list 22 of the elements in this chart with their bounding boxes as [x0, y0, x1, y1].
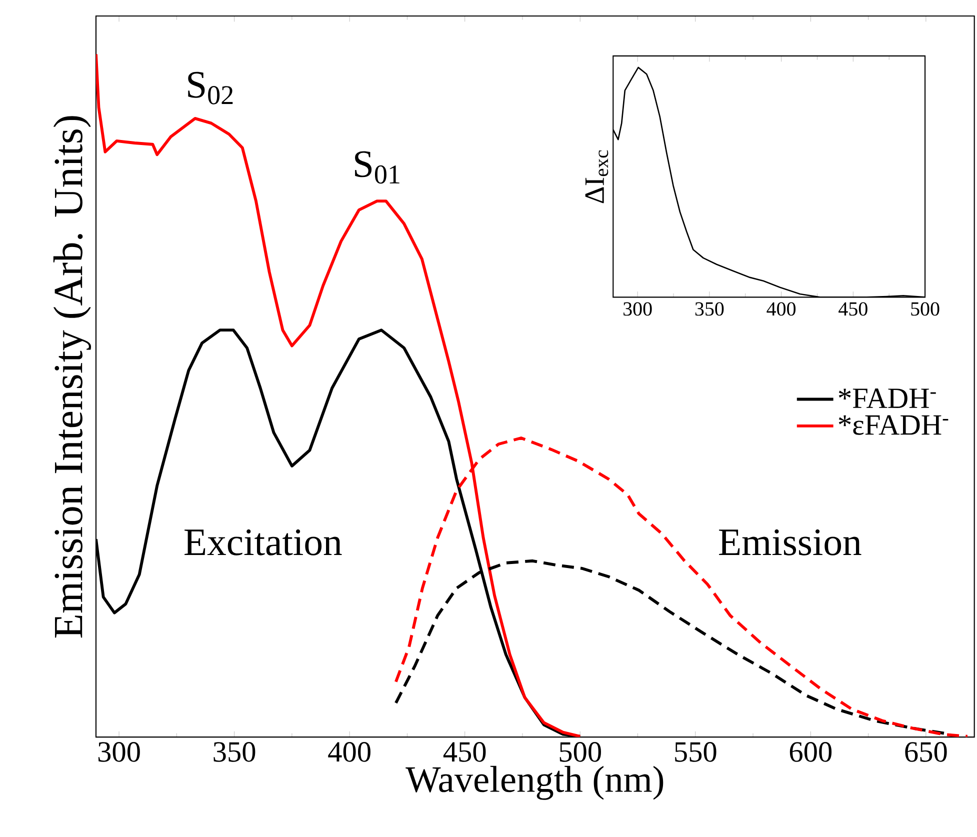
y-axis-title: Emission Intensity (Arb. Units) — [53, 116, 92, 638]
legend-label: *FADH$^{-}$ — [838, 388, 936, 408]
y-axis-title: ΔI$_{exc}$ — [585, 150, 608, 204]
x-tick-label: 300 — [98, 742, 140, 762]
annotation: S$_{02}$ — [188, 72, 233, 104]
x-tick-label: 450 — [838, 302, 868, 316]
annotation: S$_{01}$ — [355, 151, 400, 184]
annotation: Excitation — [184, 529, 342, 556]
x-tick-label: 550 — [675, 742, 716, 762]
legend-label: *εFADH$^{-}$ — [838, 415, 948, 435]
x-tick-label: 500 — [560, 742, 601, 762]
x-tick-label: 350 — [214, 742, 256, 762]
x-tick-label: 400 — [328, 742, 370, 762]
x-axis-title: Wavelength (nm) — [406, 766, 664, 800]
x-tick-label: 350 — [695, 302, 724, 316]
x-tick-label: 600 — [790, 742, 832, 762]
annotation: Emission — [719, 529, 862, 556]
x-tick-label: 650 — [905, 742, 947, 762]
x-tick-label: 400 — [766, 302, 796, 316]
x-tick-label: 500 — [911, 302, 940, 316]
x-tick-label: 450 — [443, 742, 486, 762]
x-tick-label: 300 — [624, 302, 652, 316]
